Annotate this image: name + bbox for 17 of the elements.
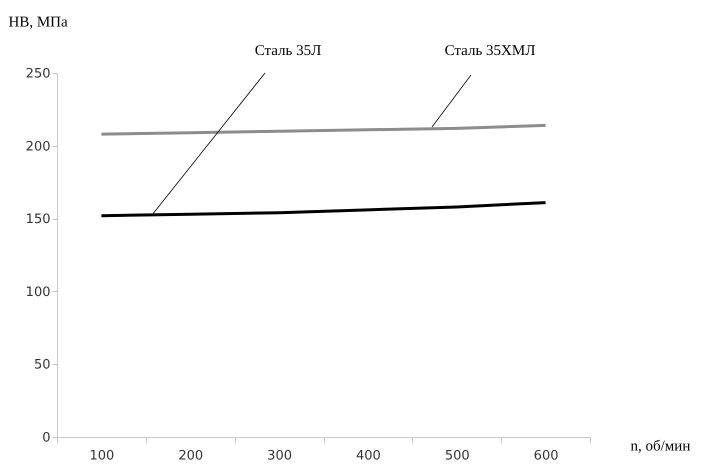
y-tick-label: 50 (34, 358, 50, 373)
y-tick-label: 250 (26, 66, 50, 82)
y-tick-label: 150 (26, 212, 50, 228)
x-tick-label: 500 (444, 448, 470, 464)
text: Сталь 35Л (254, 43, 322, 59)
x-tick-label: 200 (178, 448, 204, 464)
x-axis-title: n, об/мин (630, 438, 690, 454)
x-tick-label: 600 (534, 448, 558, 464)
y-tick-label: 0 (42, 430, 50, 446)
text: Сталь 35ХМЛ (444, 43, 536, 59)
y-axis-title: НВ, МПа (8, 14, 68, 30)
line-series (100, 124, 548, 136)
y-tick-label: 200 (26, 139, 50, 154)
y-tick-label: 100 (26, 284, 50, 300)
x-tick-label: 300 (267, 448, 292, 464)
x-tick-label: 400 (356, 448, 381, 464)
x-tick-label: 100 (90, 448, 114, 464)
